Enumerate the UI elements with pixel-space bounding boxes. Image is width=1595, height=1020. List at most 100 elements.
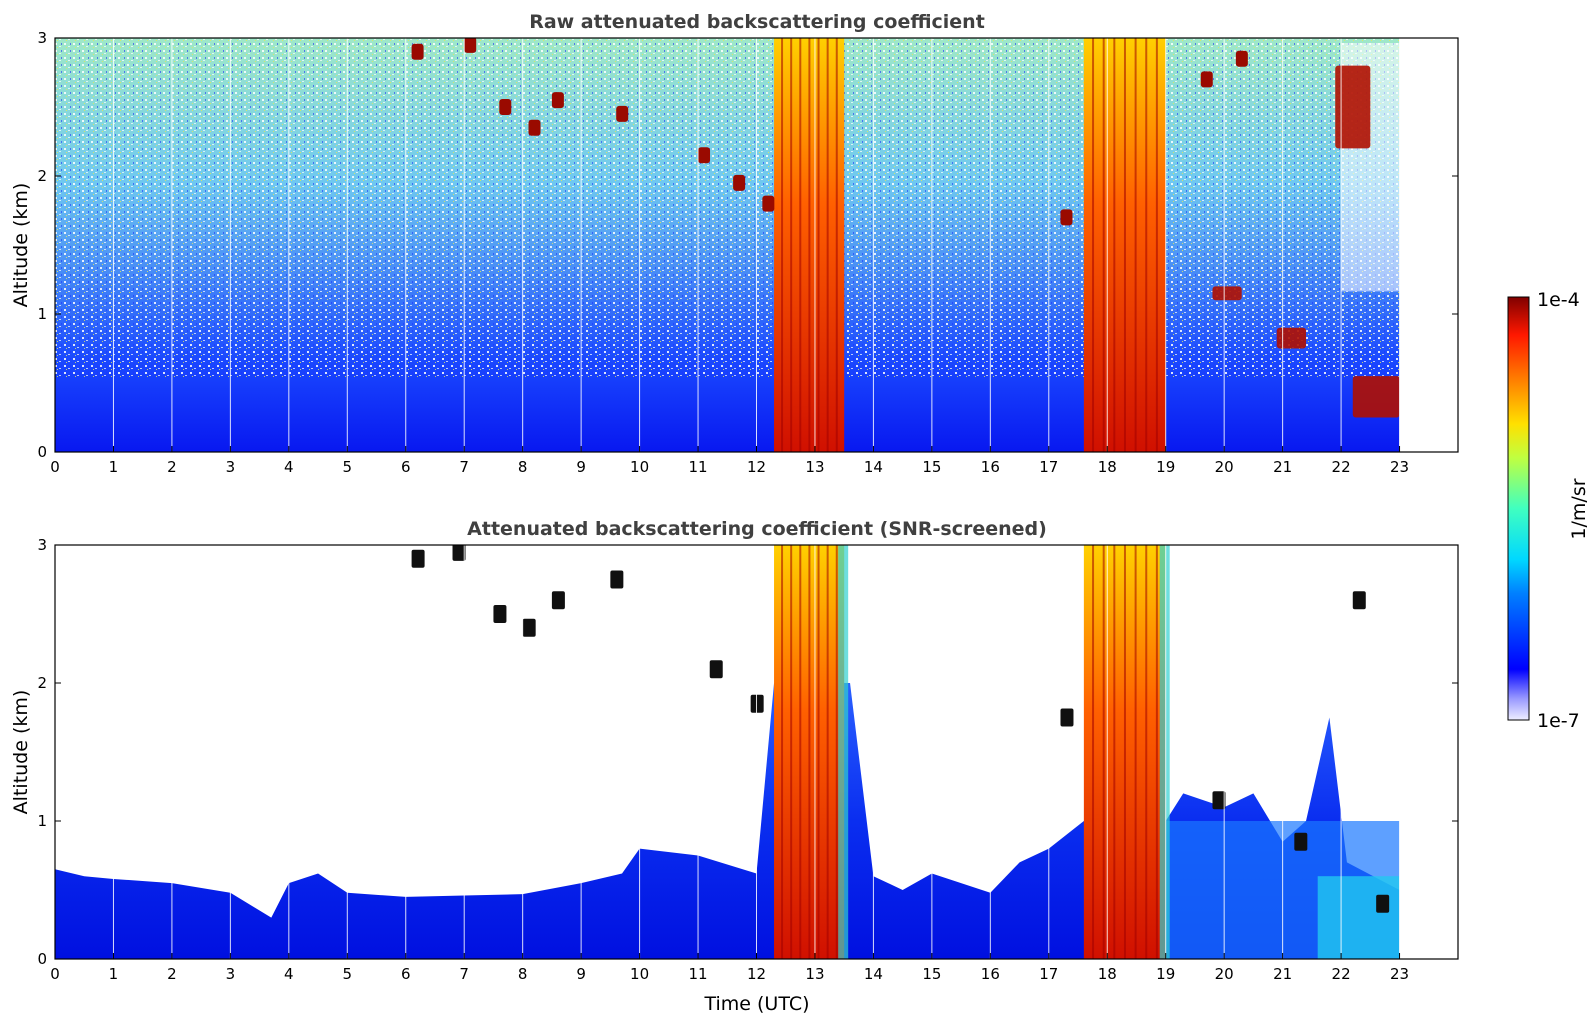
cloud-streak: [835, 38, 838, 452]
raw-cloud-fragment: [464, 38, 477, 53]
cloud-feature-4: [1352, 376, 1400, 418]
y-tick-label: 3: [37, 536, 47, 554]
x-tick-label: 12: [747, 965, 766, 983]
cloud-streak: [1134, 545, 1137, 959]
x-tick-label: 8: [518, 458, 528, 476]
cloud-feature-3: [1276, 327, 1307, 349]
screened-cloud-fragment: [1352, 591, 1366, 610]
x-tick-label: 21: [1273, 458, 1292, 476]
screened-cloud-fragment: [411, 549, 425, 568]
x-tick-label: 18: [1098, 965, 1117, 983]
screened-cloud-fragment: [522, 618, 536, 637]
x-tick-label: 9: [576, 458, 586, 476]
x-tick-label: 18: [1098, 458, 1117, 476]
colorbar-max-label: 1e-4: [1537, 289, 1580, 311]
x-tick-label: 15: [922, 458, 941, 476]
panel-raw-y-label: Altitude (km): [10, 183, 32, 308]
cloud-streak: [1113, 545, 1116, 959]
raw-noise-texture: [55, 38, 1400, 378]
x-tick-label: 22: [1332, 965, 1351, 983]
cloud-streak: [1123, 38, 1126, 452]
cloud-streak: [799, 38, 802, 452]
screened-cloud-fragment: [551, 591, 565, 610]
raw-cloud-fragment: [733, 174, 746, 191]
x-tick-label: 21: [1273, 965, 1292, 983]
x-tick-label: 0: [50, 458, 60, 476]
x-tick-label: 0: [50, 965, 60, 983]
raw-cloud-fragment: [1235, 50, 1248, 67]
cloud-streak: [1102, 545, 1105, 959]
x-tick-label: 7: [459, 965, 469, 983]
x-tick-label: 3: [226, 965, 236, 983]
x-tick-label: 4: [284, 458, 294, 476]
panel-raw-y-ticks: 0 1 2 3: [37, 29, 1458, 461]
x-tick-label: 22: [1332, 458, 1351, 476]
x-tick-label: 19: [1156, 965, 1175, 983]
raw-cloud-fragment: [528, 119, 541, 136]
x-tick-label: 12: [747, 458, 766, 476]
cloud-feature-5: [1335, 65, 1371, 149]
panel-screened-heatmap: [55, 545, 1458, 959]
cloud-streak: [781, 545, 784, 959]
x-tick-label: 23: [1390, 965, 1409, 983]
y-tick-label: 2: [37, 674, 47, 692]
screened-cloud-fragment: [1060, 708, 1074, 727]
x-tick-label: 17: [1039, 965, 1058, 983]
x-tick-label: 5: [343, 965, 353, 983]
cloud-streak: [1155, 545, 1158, 959]
colorbar: 1e-4 1e-7 1/m/sr: [1507, 289, 1590, 732]
cloud-streak: [1092, 545, 1095, 959]
cloud-feature-2: [1212, 286, 1242, 301]
panel-raw-x-ticks: 0 1 2 3 4 5 6 7 8 9 10 11 12 13 14 15 16 17 18 19 20 21 22 23: [50, 446, 1409, 476]
cloud-streak: [1145, 38, 1148, 452]
panel-screened: Attenuated backscattering coefficient (S…: [10, 518, 1459, 1015]
x-tick-label: 14: [864, 965, 883, 983]
raw-cloud-fragment: [1060, 209, 1073, 226]
x-tick-label: 6: [401, 458, 411, 476]
x-tick-label: 2: [167, 965, 177, 983]
colorbar-unit-label: 1/m/sr: [1568, 478, 1590, 539]
cloud-streak: [1092, 38, 1095, 452]
x-tick-label: 4: [284, 965, 294, 983]
screened-cloud-edge: [838, 545, 849, 959]
screened-cloud-fragment: [750, 694, 764, 713]
x-tick-label: 10: [630, 965, 649, 983]
cloud-streak: [799, 545, 802, 959]
x-tick-label: 16: [981, 458, 1000, 476]
raw-cloud-fragment: [411, 43, 424, 60]
x-tick-label: 10: [630, 458, 649, 476]
raw-cloud-fragment: [698, 147, 711, 164]
y-tick-label: 0: [37, 443, 47, 461]
screened-cloud-fragment: [610, 570, 624, 589]
x-tick-label: 7: [459, 458, 469, 476]
raw-cloud-fragment: [616, 105, 629, 122]
x-tick-label: 1: [109, 458, 119, 476]
x-tick-label: 14: [864, 458, 883, 476]
y-tick-label: 1: [37, 812, 47, 830]
x-tick-label: 2: [167, 458, 177, 476]
x-tick-label: 5: [343, 458, 353, 476]
y-tick-label: 1: [37, 305, 47, 323]
cloud-streak: [1145, 545, 1148, 959]
screened-cloud-fragment: [452, 545, 466, 561]
x-tick-label: 11: [688, 458, 707, 476]
panel-raw: Raw attenuated backscattering coefficien…: [10, 11, 1459, 476]
screened-cloud-fragment: [1212, 791, 1226, 810]
cloud-streak: [826, 38, 829, 452]
cloud-streak: [1134, 38, 1137, 452]
screened-cloud-fragment: [1294, 832, 1308, 851]
x-tick-label: 9: [576, 965, 586, 983]
cloud-streak: [817, 38, 820, 452]
screened-aerosol-layer: [1317, 876, 1400, 959]
y-tick-label: 0: [37, 950, 47, 968]
x-tick-label: 15: [922, 965, 941, 983]
cloud-streak: [1123, 545, 1126, 959]
x-tick-label: 8: [518, 965, 528, 983]
x-tick-label: 13: [805, 965, 824, 983]
x-tick-label: 17: [1039, 458, 1058, 476]
y-tick-label: 2: [37, 167, 47, 185]
x-tick-label: 23: [1390, 458, 1409, 476]
cloud-streak: [790, 545, 793, 959]
panel-raw-heatmap: [55, 38, 1401, 452]
screened-cloud-edge: [1159, 545, 1170, 959]
